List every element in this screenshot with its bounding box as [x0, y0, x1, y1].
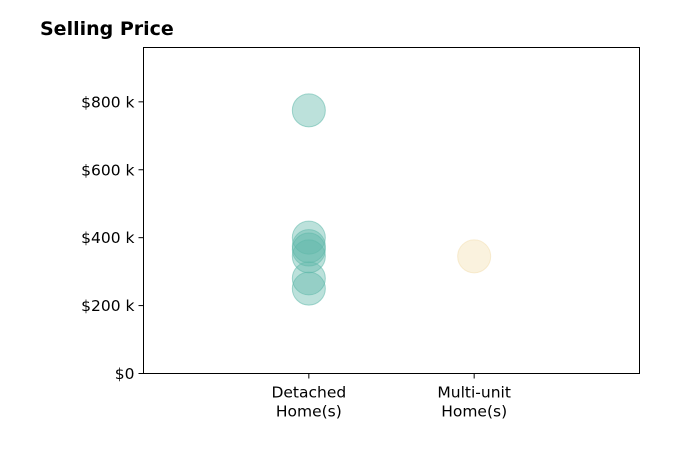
- y-tick-label: $400 k: [81, 229, 134, 247]
- data-points: [291, 93, 492, 306]
- y-tick-label: $200 k: [81, 297, 134, 315]
- data-point: [291, 220, 326, 255]
- data-point: [291, 271, 326, 306]
- chart-title: Selling Price: [40, 18, 174, 40]
- data-point: [291, 261, 326, 296]
- data-point: [291, 93, 326, 128]
- y-axis: $0 $200 k $400 k $600 k $800 k: [81, 93, 144, 383]
- data-point: [291, 232, 326, 267]
- y-tick-label: $0: [115, 365, 135, 383]
- x-tick-label: Detached Home(s): [271, 384, 346, 421]
- x-axis: Detached Home(s) Multi-unit Home(s): [271, 373, 511, 421]
- plot-area-frame: [143, 47, 640, 374]
- data-point: [457, 239, 492, 274]
- y-tick-label: $600 k: [81, 161, 134, 179]
- x-tick-label: Multi-unit Home(s): [437, 384, 511, 421]
- y-tick-label: $800 k: [81, 93, 134, 111]
